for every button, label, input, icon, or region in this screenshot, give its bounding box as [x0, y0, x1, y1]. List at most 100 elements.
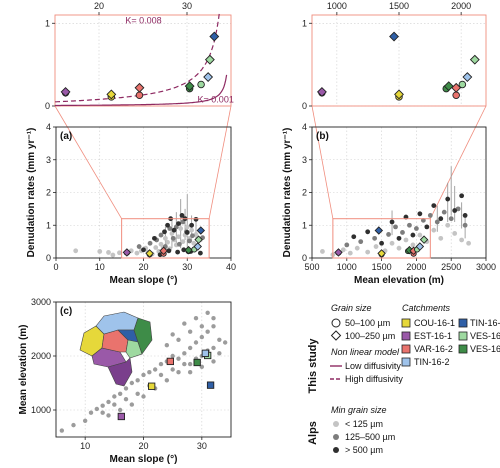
panel-b-alps-point [438, 216, 444, 222]
panel-a-x-tick-label: 10 [95, 262, 105, 272]
panel-b-label: (b) [316, 131, 329, 142]
panel-a-y-tick-label: 3 [46, 155, 51, 165]
panel-b-alps-point [358, 239, 364, 245]
panel-a-x-tick-label: 30 [182, 262, 192, 272]
inset-slope-annotation-k-high: K= 0.008 [125, 15, 161, 25]
legend-model-title: Non linear model [331, 347, 400, 357]
panel-b-y-axis-label: Denudation rates (mm yr⁻¹) [282, 128, 293, 258]
panel-a-alps-point [97, 249, 103, 254]
panel-c-alps-point [123, 386, 129, 391]
panel-a-point-ves-16-1 [194, 235, 203, 244]
panel-b-point-ves-16-1 [419, 235, 429, 244]
inset-elevation-y-tick-label: 1 [302, 18, 307, 28]
legend-alps-small-dot [333, 421, 339, 427]
panel-c-y-tick-label: 3000 [31, 297, 51, 307]
panel-c-point-est-16-1 [117, 412, 125, 421]
panel-a-zoom-box [121, 218, 210, 259]
panel-c-alps-point [205, 329, 210, 334]
panel-c-point-cou-16-1 [148, 382, 156, 390]
panel-b-alps-point [365, 249, 371, 255]
panel-b-alps-point [389, 240, 395, 246]
panel-b-x-axis-label: Mean elevation (m) [354, 275, 444, 286]
legend-grain-circle-icon [331, 318, 341, 328]
panel-b-y-tick-label: 1 [302, 220, 307, 230]
legend-group: This study Alps Grain size 50–100 µm 100… [307, 303, 500, 455]
panel-a-alps-point [171, 227, 177, 233]
panel-c-label: (c) [60, 306, 72, 317]
panel-a-point-est-16-1 [122, 248, 132, 257]
panel-b-alps-point [373, 244, 379, 249]
panel-a-y-tick-label: 4 [46, 122, 51, 132]
inset-slope-y-tick-label: 1 [45, 18, 50, 28]
panel-c-alps-point [158, 372, 164, 378]
panel-b-alps-point [466, 240, 471, 246]
legend-catchment-swatch-tin-16-1 [458, 318, 468, 328]
panel-b-x-tick-label: 1000 [337, 262, 357, 272]
inset-elevation-x-tick-label: 1500 [389, 1, 409, 11]
panel-b-alps-point [441, 209, 447, 215]
panel-c-alps-point [100, 403, 105, 408]
panel-b-alps-point [365, 229, 371, 235]
map-region-ves-16-1 [125, 339, 143, 359]
panel-c-point-var-16-2 [166, 357, 174, 366]
panel-b-alps-point [379, 240, 384, 246]
panel-a-y-tick-label: 0 [46, 253, 51, 263]
legend-catchment-swatch-ves-16-2 [458, 344, 468, 354]
panel-c-point-tin-16-1 [206, 381, 215, 389]
panel-a-alps-point [162, 235, 168, 241]
panel-a-alps-point [165, 239, 170, 245]
inset-slope-point-ves-16-1 [204, 54, 215, 65]
panel-c-alps-point [187, 361, 193, 367]
panel-b-x-tick-label: 500 [304, 262, 319, 272]
panel-c-alps-point [94, 406, 100, 412]
panel-b-zoom-box [332, 218, 431, 259]
panel-b-alps-point [389, 219, 395, 225]
inset-elevation-point-cou-16-1 [394, 89, 404, 100]
panel-b-alps-point [351, 234, 357, 240]
panel-a-alps-point [176, 241, 182, 247]
legend-side-this-study: This study [307, 338, 319, 394]
panel-b-y-tick-label: 4 [302, 122, 307, 132]
panel-a-alps-point [189, 227, 195, 233]
panel-c-alps-point [187, 370, 193, 375]
panel-c-alps-point [193, 340, 199, 345]
panel-c-alps-point [152, 367, 158, 372]
legend-grain-title: Grain size [331, 303, 372, 313]
panel-c-alps-point [164, 343, 170, 348]
panel-b-alps-point [354, 245, 360, 251]
panel-c-y-tick-label: 1000 [31, 405, 51, 415]
panel-a-alps-point [162, 229, 167, 235]
panel-a-alps-point [106, 250, 111, 255]
panel-a-alps-point [190, 233, 195, 239]
panel-a-alps-point [73, 248, 79, 254]
panel-c-alps-point [170, 367, 175, 372]
inset-elevation-point-ves-16-1 [469, 54, 480, 65]
inset-slope-point-cou-16-1 [106, 89, 117, 100]
panel-c-alps-point [164, 378, 170, 383]
panel-b-x-tick-label: 1500 [372, 262, 392, 272]
inset-slope-point-est-16-1 [60, 87, 71, 97]
panel-a-point-var-16-2 [159, 246, 168, 256]
legend-grain-100-250: 100–250 µm [345, 331, 395, 341]
panel-b-point-tin-16-2 [415, 242, 425, 251]
panel-a-alps-point [193, 216, 199, 222]
panel-b-alps-point [393, 224, 398, 230]
panel-b-alps-point [445, 196, 451, 202]
panel-c-alps-point [88, 410, 94, 415]
legend-grain-50-100: 50–100 µm [345, 318, 390, 328]
panel-a-y-axis-label: Denudation rates (mm yr⁻¹) [26, 128, 37, 258]
panel-b-point-cou-16-1 [377, 249, 386, 258]
panel-b-alps-point [462, 213, 468, 218]
inset-slope-point-var-16-2 [135, 91, 144, 99]
panel-a-alps-point [165, 222, 170, 228]
legend-catchment-est-16-1: EST-16-1 [414, 331, 452, 341]
panel-c-alps-point [59, 428, 65, 433]
panel-a-alps-point [184, 230, 190, 235]
panel-b-zoom-connector-right [429, 105, 487, 219]
panel-c-alps-point [217, 351, 222, 356]
inset-elevation-point-ves-16-2 [443, 81, 454, 92]
panel-b-alps-point [417, 211, 423, 217]
panel-b-point-tin-16-1 [374, 226, 384, 235]
panel-c-alps-point [170, 353, 175, 359]
map-region-outlet [107, 357, 133, 387]
